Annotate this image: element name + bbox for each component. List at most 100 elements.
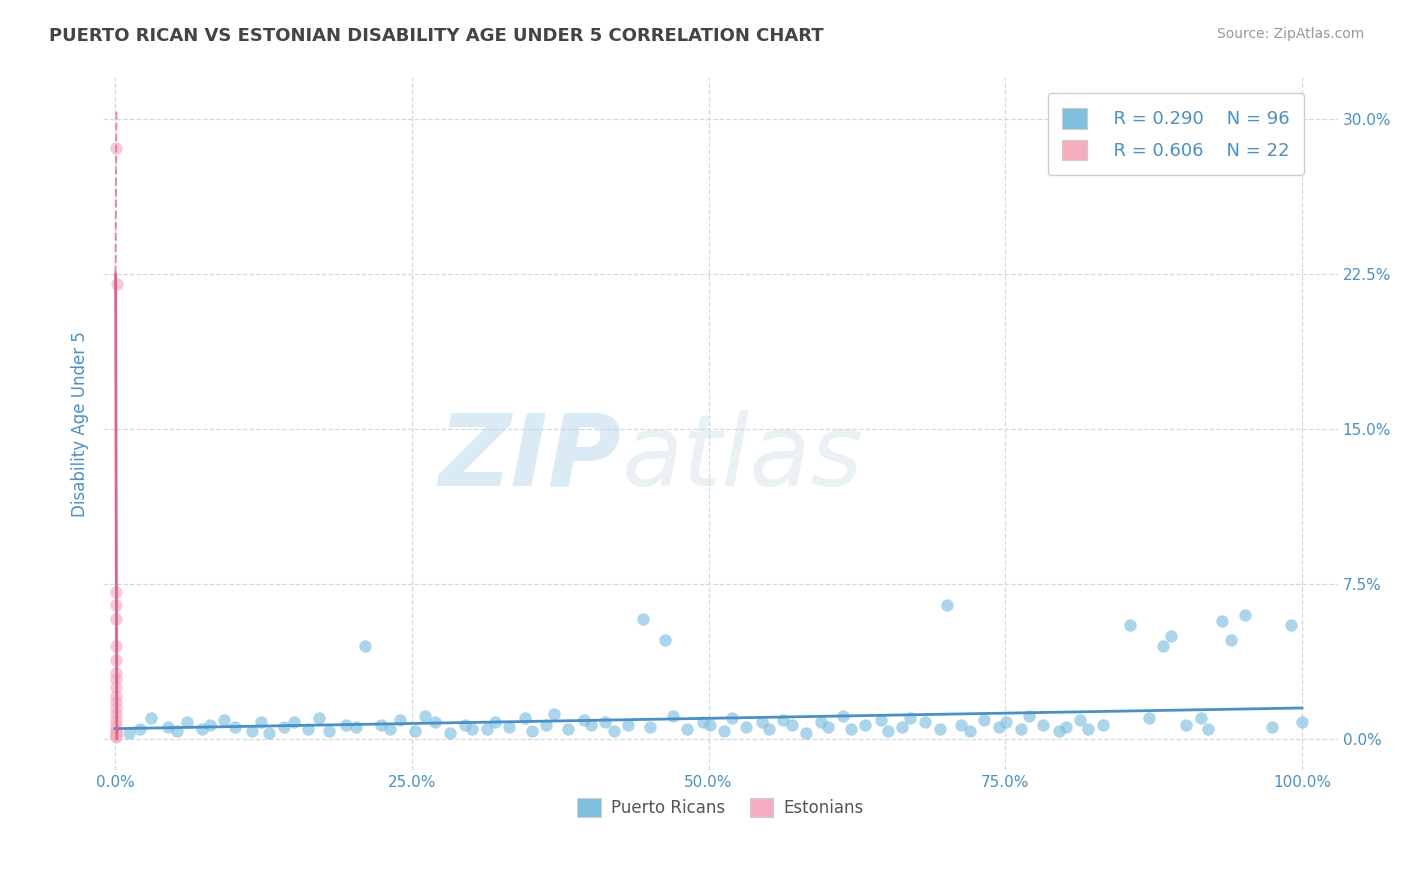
- Point: [105, 695, 128, 709]
- Point: [105, 141, 128, 155]
- Point: [198, 717, 221, 731]
- Point: [1261, 720, 1284, 734]
- Text: ZIP: ZIP: [439, 409, 621, 507]
- Point: [602, 723, 624, 738]
- Point: [105, 665, 128, 680]
- Point: [259, 726, 281, 740]
- Point: [105, 707, 128, 722]
- Point: [190, 722, 212, 736]
- Point: [354, 639, 377, 653]
- Point: [105, 723, 128, 738]
- Point: [929, 722, 952, 736]
- Point: [898, 711, 921, 725]
- Point: [425, 715, 447, 730]
- Point: [534, 717, 557, 731]
- Point: [308, 711, 330, 725]
- Point: [212, 714, 235, 728]
- Point: [1291, 715, 1313, 730]
- Point: [631, 612, 654, 626]
- Point: [959, 723, 981, 738]
- Point: [1032, 717, 1054, 731]
- Point: [139, 711, 162, 725]
- Point: [692, 715, 714, 730]
- Point: [404, 723, 426, 738]
- Point: [176, 715, 198, 730]
- Point: [513, 711, 536, 725]
- Point: [484, 715, 506, 730]
- Point: [105, 717, 128, 731]
- Text: Source: ZipAtlas.com: Source: ZipAtlas.com: [1216, 27, 1364, 41]
- Point: [104, 722, 127, 736]
- Point: [104, 729, 127, 743]
- Point: [283, 715, 305, 730]
- Point: [370, 717, 392, 731]
- Point: [104, 612, 127, 626]
- Point: [1174, 717, 1197, 731]
- Point: [988, 720, 1011, 734]
- Point: [105, 598, 128, 612]
- Point: [498, 720, 520, 734]
- Point: [751, 715, 773, 730]
- Point: [557, 722, 579, 736]
- Point: [817, 720, 839, 734]
- Text: PUERTO RICAN VS ESTONIAN DISABILITY AGE UNDER 5 CORRELATION CHART: PUERTO RICAN VS ESTONIAN DISABILITY AGE …: [49, 27, 824, 45]
- Point: [380, 722, 402, 736]
- Point: [461, 722, 484, 736]
- Point: [1119, 618, 1142, 632]
- Point: [1197, 722, 1219, 736]
- Point: [273, 720, 295, 734]
- Point: [105, 728, 128, 742]
- Point: [297, 722, 319, 736]
- Point: [876, 723, 898, 738]
- Point: [1279, 618, 1302, 632]
- Point: [439, 726, 461, 740]
- Point: [676, 722, 699, 736]
- Point: [105, 277, 128, 292]
- Point: [1189, 711, 1212, 725]
- Point: [224, 720, 246, 734]
- Point: [344, 720, 367, 734]
- Point: [1054, 720, 1077, 734]
- Point: [1219, 632, 1241, 647]
- Point: [572, 714, 595, 728]
- Point: [869, 714, 891, 728]
- Point: [853, 717, 876, 731]
- Point: [810, 715, 832, 730]
- Point: [105, 730, 128, 744]
- Point: [1077, 722, 1099, 736]
- Point: [1160, 629, 1182, 643]
- Point: [891, 720, 914, 734]
- Point: [105, 639, 128, 653]
- Point: [475, 722, 498, 736]
- Point: [104, 585, 127, 599]
- Point: [713, 723, 735, 738]
- Point: [1234, 607, 1257, 622]
- Point: [1211, 614, 1233, 628]
- Point: [318, 723, 340, 738]
- Point: [839, 722, 862, 736]
- Legend: Puerto Ricans, Estonians: Puerto Ricans, Estonians: [571, 791, 870, 824]
- Point: [388, 714, 411, 728]
- Point: [936, 598, 959, 612]
- Point: [250, 715, 273, 730]
- Point: [772, 714, 794, 728]
- Point: [104, 714, 127, 728]
- Point: [593, 715, 616, 730]
- Point: [914, 715, 936, 730]
- Point: [794, 726, 817, 740]
- Point: [104, 653, 127, 667]
- Point: [780, 717, 803, 731]
- Point: [1152, 639, 1174, 653]
- Point: [543, 707, 565, 722]
- Point: [166, 723, 188, 738]
- Point: [1010, 722, 1032, 736]
- Point: [721, 711, 744, 725]
- Point: [413, 709, 436, 723]
- Point: [335, 717, 357, 731]
- Point: [104, 701, 127, 715]
- Point: [699, 717, 721, 731]
- Point: [1137, 711, 1160, 725]
- Point: [1069, 714, 1091, 728]
- Point: [118, 726, 141, 740]
- Point: [1091, 717, 1114, 731]
